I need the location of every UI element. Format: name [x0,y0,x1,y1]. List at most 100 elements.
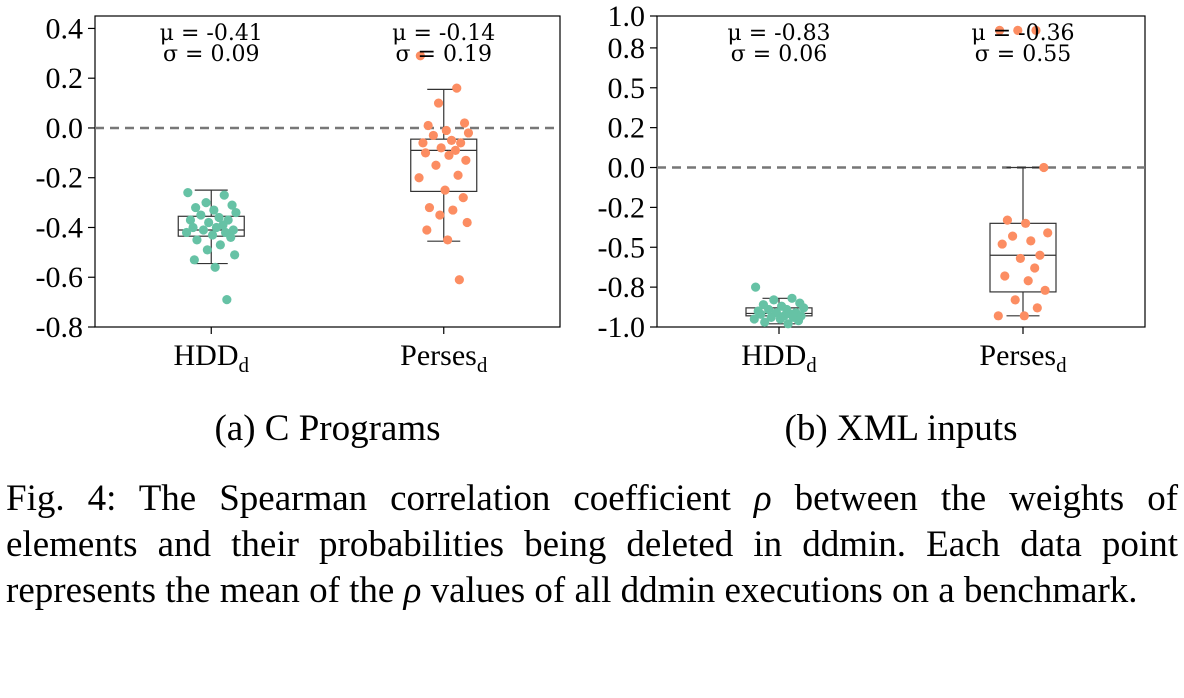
data-point [766,312,776,323]
caption-suffix: values of all ddmin executions on a benc… [430,570,1138,611]
stat-std-label: σ = 0.06 [731,42,827,67]
data-point [1010,295,1020,305]
axes-frame [94,15,561,328]
data-point [456,138,466,148]
data-point [462,217,472,228]
y-tick-label: -0.2 [598,191,646,224]
y-tick-label: 0.5 [608,72,646,105]
data-point [422,225,432,235]
data-point [787,293,797,303]
stat-mean-label: μ = -0.83 [727,21,830,46]
y-tick-label: -0.8 [598,271,646,304]
data-point [226,232,236,243]
data-point [463,128,474,138]
data-point [423,120,433,131]
data-point [769,295,779,305]
data-point [751,282,761,292]
data-point [211,222,222,233]
data-point [428,130,438,141]
panel-c-programs: 0.40.20.0-0.2-0.4-0.6-0.8μ = -0.41σ = 0.… [36,12,561,449]
data-point [1040,285,1050,295]
y-tick-label: 1.0 [608,0,646,33]
data-point [196,210,206,220]
data-point [192,235,202,245]
data-point [448,205,458,215]
caption-rho-symbol: ρ [753,478,772,519]
data-point [1030,263,1040,273]
figure-caption: Fig. 4: The Spearman correlation coeffic… [6,476,1178,614]
stat-mean-label: μ = -0.36 [971,21,1074,46]
data-point [1026,236,1036,246]
data-point [231,207,241,218]
data-point [1043,228,1053,238]
y-tick-label: 0.0 [46,112,84,145]
data-point [1031,25,1041,35]
data-point [418,138,428,148]
data-point [219,190,229,200]
axes-frame [656,15,1146,328]
y-tick-label: -0.5 [598,231,646,264]
data-point [189,255,199,265]
data-point [222,295,232,305]
data-point [452,83,462,93]
data-point [458,193,468,203]
panel-xml-inputs: 1.00.8 0.5 0.2 0.0 -0.2 -0.5 -0.8 -1.0 μ = -0.83… [598,0,1146,449]
data-point [446,135,457,145]
data-point [997,239,1007,249]
data-point [993,311,1003,321]
data-point [414,173,424,183]
panel-subtitle: (b) XML inputs [785,408,1018,449]
data-point [188,222,198,233]
data-point [191,202,201,213]
data-point [461,155,471,165]
x-tick-label: Persesd [400,339,488,377]
y-tick-label: 0.2 [608,112,646,145]
data-point [1000,271,1010,281]
y-tick-label: -0.4 [36,211,84,244]
data-point [214,212,224,223]
data-point [207,230,218,240]
y-tick-label: -0.8 [36,311,84,344]
data-point [198,225,209,235]
data-point [764,304,774,315]
data-point [436,143,446,153]
stat-mean-label: μ = -0.14 [392,21,495,46]
stat-std-label: σ = 0.55 [975,42,1071,67]
data-point [450,145,461,155]
data-point [204,217,214,228]
data-point [799,303,809,313]
data-point [775,314,785,324]
data-point [1035,250,1045,260]
y-tick-label: -0.2 [36,162,84,195]
caption-rho-symbol-2: ρ [403,570,422,611]
data-point [215,240,225,250]
data-point [444,150,454,160]
y-tick-label: 0.4 [46,12,84,45]
data-point [749,314,759,324]
figure: 0.4 0.2 0.0 -0.2 -0.4 -0.6 -0.8 μ = -0.41 σ = 0.… [36,0,1146,449]
data-point [201,198,211,208]
data-point [228,225,238,235]
y-tick-label: 0.2 [46,62,84,95]
data-point [459,118,470,128]
panel-subtitle: (a) C Programs [214,408,440,449]
x-tick-label: HDDd [174,339,250,377]
data-point [440,185,450,195]
data-point [209,205,219,215]
data-point [227,200,237,210]
data-point [453,170,463,180]
caption-prefix: Fig. 4: The Spearman correlation coeffic… [6,478,731,519]
data-point [454,275,464,285]
stat-mean-label: μ = -0.41 [160,21,263,46]
data-point [202,245,212,255]
y-tick-label: -0.6 [36,261,84,294]
data-point [1023,276,1033,286]
data-point [433,98,444,108]
data-point [185,215,196,225]
data-point [431,160,441,170]
y-tick-label: 0.8 [608,32,646,65]
data-point [230,250,240,260]
data-point [793,316,804,326]
data-point [181,227,192,238]
data-point [783,319,793,329]
